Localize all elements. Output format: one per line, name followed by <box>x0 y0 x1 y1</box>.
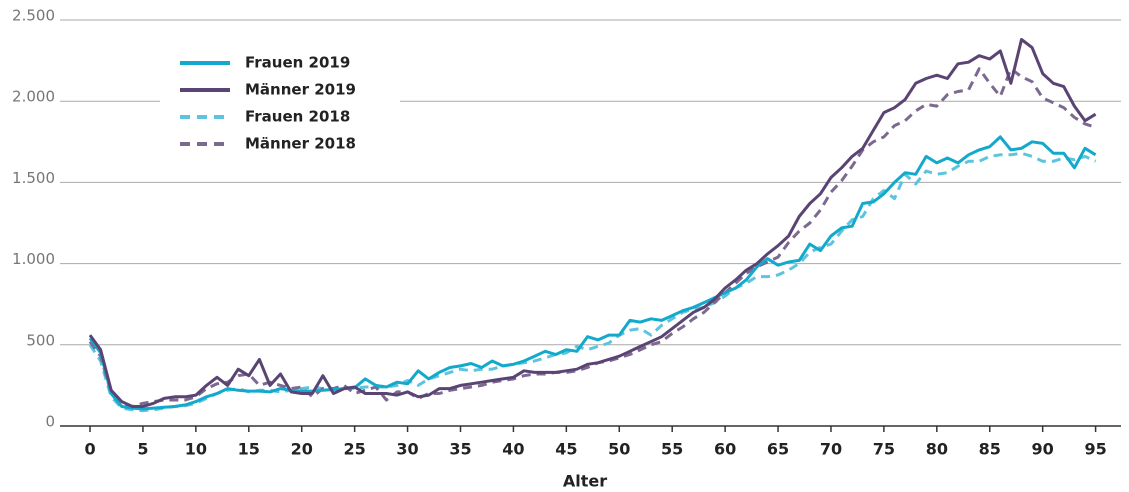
x-tick-label: 95 <box>1084 440 1106 459</box>
legend-label: Frauen 2019 <box>245 54 350 72</box>
x-tick-label: 60 <box>714 440 736 459</box>
x-tick-label: 5 <box>137 440 148 459</box>
x-tick-label: 25 <box>344 440 366 459</box>
x-tick-label: 90 <box>1032 440 1054 459</box>
x-tick-label: 30 <box>396 440 418 459</box>
x-tick-label: 70 <box>820 440 842 459</box>
x-tick-label: 50 <box>608 440 630 459</box>
y-tick-label: 2.500 <box>12 7 55 25</box>
y-tick-label: 1.000 <box>12 250 55 268</box>
legend-label: Frauen 2018 <box>245 108 350 126</box>
series-line <box>88 135 1097 411</box>
x-axis-label: Alter <box>563 472 607 491</box>
y-tick-label: 2.000 <box>12 88 55 106</box>
x-tick-label: 75 <box>873 440 895 459</box>
x-tick-label: 85 <box>979 440 1001 459</box>
y-tick-label: 0 <box>45 413 55 431</box>
x-tick-label: 20 <box>291 440 313 459</box>
x-tick-label: 0 <box>84 440 95 459</box>
x-tick-label: 15 <box>238 440 260 459</box>
x-tick-label: 80 <box>926 440 948 459</box>
x-tick-label: 55 <box>661 440 683 459</box>
x-tick-label: 35 <box>449 440 471 459</box>
y-tick-label: 1.500 <box>12 169 55 187</box>
x-tick-label: 10 <box>185 440 207 459</box>
legend-label: Männer 2019 <box>245 81 356 99</box>
series-line <box>88 67 1097 408</box>
series-line <box>88 38 1097 408</box>
x-tick-label: 40 <box>502 440 524 459</box>
x-tick-label: 65 <box>767 440 789 459</box>
y-tick-label: 500 <box>26 331 55 349</box>
legend-label: Männer 2018 <box>245 135 356 153</box>
x-tick-label: 45 <box>555 440 577 459</box>
